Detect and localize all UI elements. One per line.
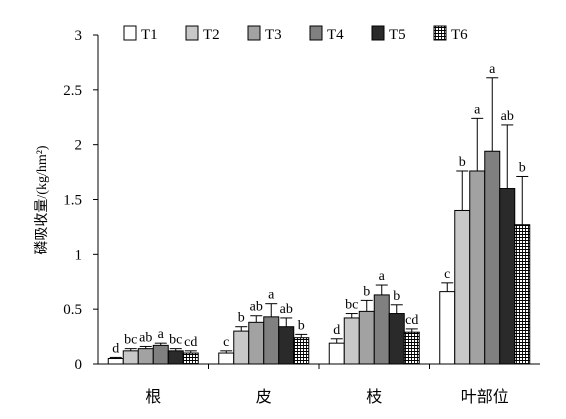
bar: [469, 170, 486, 365]
x-category-label: 叶部位: [461, 388, 509, 406]
bar: [388, 313, 405, 365]
x-axis-categories: 根 皮 枝 叶部位: [145, 364, 509, 406]
significance-label: bc: [345, 298, 358, 313]
y-tick-label: 1: [75, 247, 83, 263]
y-tick-label: 2: [75, 138, 83, 154]
bar: [343, 317, 360, 365]
x-category-label: 皮: [256, 388, 272, 406]
significance-label: b: [363, 284, 370, 299]
bar: [248, 321, 265, 365]
y-axis-ticks: 0 0.5 1 1.5 2 2.5 3: [63, 28, 98, 373]
significance-label: bc: [124, 333, 137, 348]
bar: [233, 330, 250, 365]
legend-swatch: [185, 25, 199, 41]
bar: [454, 209, 471, 365]
y-tick-label: 2.5: [63, 83, 82, 99]
significance-label: a: [379, 269, 386, 284]
bar: [499, 188, 516, 365]
legend-swatch: [371, 25, 385, 41]
bar: [182, 352, 199, 365]
significance-label: b: [519, 160, 526, 175]
y-tick-label: 0.5: [63, 302, 82, 318]
significance-label: ab: [280, 302, 293, 317]
significance-label: a: [268, 288, 275, 303]
bar: [373, 294, 390, 365]
bar: [137, 348, 154, 365]
legend-label: T4: [327, 27, 344, 43]
bar: [218, 352, 235, 365]
significance-label: ab: [139, 330, 152, 345]
bar: [167, 350, 184, 365]
significance-label: a: [158, 327, 165, 342]
legend-label: T1: [141, 27, 158, 43]
bar: [328, 342, 345, 365]
x-category-label: 枝: [366, 388, 382, 406]
y-tick-label: 3: [75, 28, 83, 44]
x-category-label: 根: [145, 388, 161, 406]
bar: [484, 150, 501, 365]
significance-label: c: [223, 335, 229, 350]
significance-label: bc: [169, 333, 182, 348]
bar: [122, 350, 139, 365]
bar: [514, 224, 531, 365]
legend-label: T3: [265, 27, 282, 43]
significance-label: ab: [250, 300, 263, 315]
bar: [107, 358, 124, 365]
significance-label: b: [459, 155, 466, 170]
significance-label: a: [474, 102, 481, 117]
significance-label: a: [489, 62, 496, 77]
bar: [152, 344, 169, 365]
legend-label: T2: [203, 27, 220, 43]
significance-label: cd: [184, 335, 197, 350]
legend-swatch: [247, 25, 261, 41]
legend-swatch: [309, 25, 323, 41]
y-axis-title: 磷吸收量/(kg/hm²): [34, 145, 50, 255]
significance-label: cd: [405, 313, 418, 328]
legend: T1 T2 T3 T4 T5 T6: [123, 25, 468, 43]
bar: [263, 316, 280, 365]
bar: [439, 291, 456, 365]
legend-label: T5: [389, 27, 406, 43]
bar: [278, 326, 295, 365]
legend-swatch: [433, 25, 447, 41]
significance-label: ab: [501, 109, 514, 124]
significance-label: b: [298, 318, 305, 333]
significance-label: d: [112, 341, 119, 356]
legend-swatch: [123, 25, 137, 41]
significance-label: c: [444, 267, 450, 282]
significance-label: d: [333, 323, 340, 338]
bar: [403, 331, 420, 365]
bar: [293, 337, 310, 365]
bar: [358, 310, 375, 365]
y-tick-label: 1.5: [63, 193, 82, 209]
y-tick-label: 0: [75, 357, 83, 373]
significance-label: b: [238, 311, 245, 326]
significance-label: b: [393, 289, 400, 304]
legend-label: T6: [451, 27, 468, 43]
